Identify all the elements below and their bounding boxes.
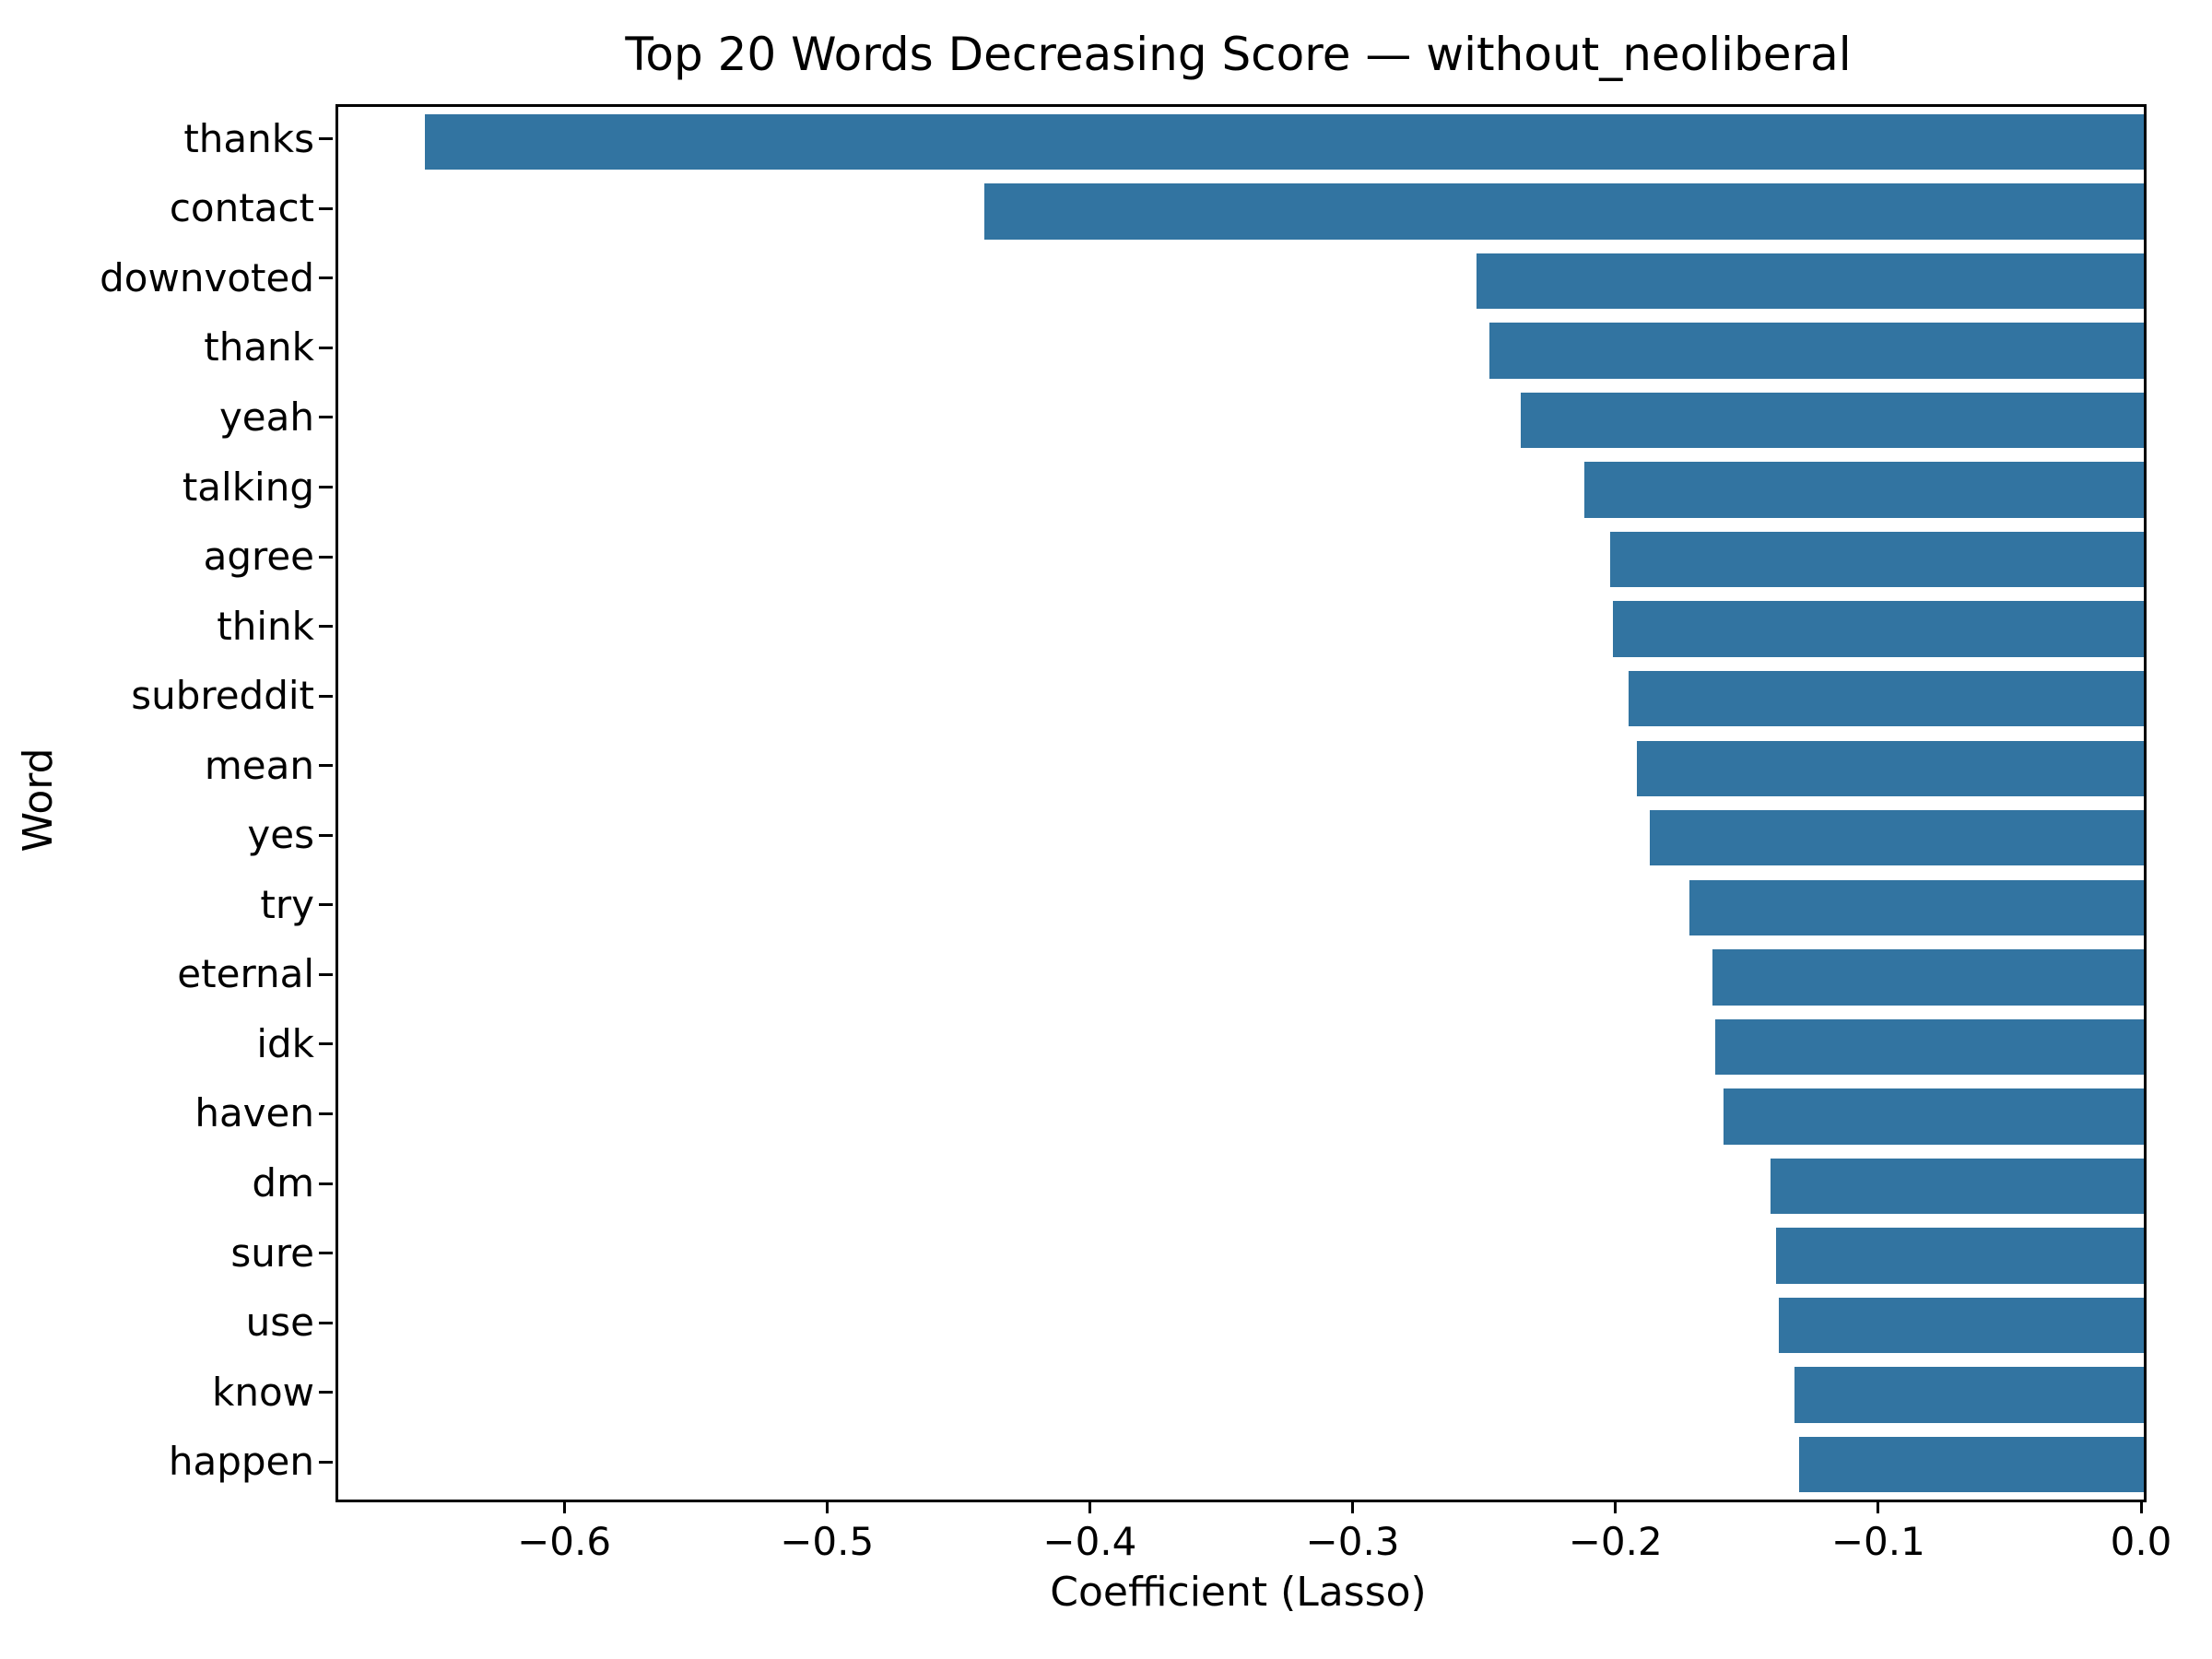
bar-happen — [1799, 1437, 2144, 1493]
x-tick-mark — [1877, 1500, 1880, 1513]
y-tick-mark — [319, 1252, 333, 1255]
bar-mean — [1636, 740, 2144, 796]
x-tick-mark — [825, 1500, 829, 1513]
y-tick-mark — [319, 1042, 333, 1046]
x-tick-label-−0.5: −0.5 — [780, 1519, 875, 1564]
bar-talking — [1583, 462, 2144, 518]
y-tick-label-happen: happen — [168, 1439, 314, 1485]
y-tick-mark — [319, 416, 333, 419]
y-tick-mark — [319, 694, 333, 698]
bar-sure — [1775, 1228, 2144, 1284]
bar-thank — [1488, 323, 2144, 379]
bar-downvoted — [1476, 253, 2144, 310]
y-tick-label-sure: sure — [230, 1230, 314, 1276]
y-tick-mark — [319, 764, 333, 768]
y-tick-mark — [319, 903, 333, 907]
y-tick-mark — [319, 346, 333, 349]
y-tick-mark — [319, 1391, 333, 1394]
y-tick-mark — [319, 486, 333, 489]
x-tick-label-0.0: 0.0 — [2110, 1519, 2172, 1564]
x-tick-mark — [562, 1500, 566, 1513]
x-tick-mark — [2139, 1500, 2143, 1513]
x-axis-label: Coefficient (Lasso) — [1050, 1569, 1427, 1616]
y-tick-label-dm: dm — [252, 1160, 314, 1206]
bar-idk — [1715, 1018, 2144, 1076]
x-tick-mark — [1614, 1500, 1618, 1513]
y-tick-label-yeah: yeah — [218, 394, 314, 440]
y-tick-label-mean: mean — [204, 742, 314, 788]
y-tick-mark — [319, 625, 333, 629]
y-tick-mark — [319, 137, 333, 141]
y-tick-label-thank: thank — [204, 324, 314, 371]
y-tick-label-talking: talking — [182, 464, 314, 510]
x-tick-mark — [1088, 1500, 1091, 1513]
y-tick-label-use: use — [245, 1300, 314, 1346]
bar-think — [1613, 601, 2144, 657]
y-tick-mark — [319, 555, 333, 559]
chart-title: Top 20 Words Decreasing Score — without_… — [625, 28, 1852, 81]
x-tick-mark — [1351, 1500, 1355, 1513]
bar-try — [1688, 879, 2144, 936]
y-tick-label-try: try — [260, 881, 314, 927]
y-tick-label-know: know — [212, 1369, 314, 1415]
y-tick-label-subreddit: subreddit — [131, 673, 314, 719]
y-tick-label-downvoted: downvoted — [100, 254, 314, 300]
x-tick-label-−0.6: −0.6 — [517, 1519, 612, 1564]
bar-subreddit — [1629, 670, 2144, 727]
y-tick-label-eternal: eternal — [177, 951, 314, 997]
y-tick-mark — [319, 206, 333, 210]
y-axis-label: Word — [15, 747, 62, 853]
bar-agree — [1610, 531, 2144, 588]
bar-yes — [1649, 810, 2144, 866]
bar-yeah — [1521, 392, 2144, 449]
bar-haven — [1723, 1088, 2144, 1145]
y-tick-label-thanks: thanks — [183, 115, 314, 161]
x-tick-label-−0.2: −0.2 — [1568, 1519, 1663, 1564]
plot-area — [335, 104, 2147, 1502]
y-tick-mark — [319, 1182, 333, 1185]
y-tick-mark — [319, 833, 333, 837]
x-tick-label-−0.1: −0.1 — [1830, 1519, 1925, 1564]
y-tick-label-contact: contact — [169, 185, 314, 231]
bar-contact — [984, 183, 2144, 240]
y-tick-mark — [319, 1321, 333, 1324]
y-tick-mark — [319, 276, 333, 280]
y-tick-label-haven: haven — [194, 1090, 314, 1136]
bar-use — [1778, 1297, 2144, 1354]
y-tick-label-idk: idk — [256, 1020, 314, 1066]
y-tick-label-agree: agree — [203, 534, 314, 580]
y-tick-label-think: think — [217, 603, 314, 649]
y-tick-mark — [319, 1460, 333, 1464]
x-tick-label-−0.4: −0.4 — [1042, 1519, 1137, 1564]
bar-know — [1794, 1367, 2144, 1423]
bar-eternal — [1712, 949, 2144, 1006]
x-tick-label-−0.3: −0.3 — [1305, 1519, 1400, 1564]
bar-dm — [1771, 1158, 2144, 1215]
y-tick-mark — [319, 1112, 333, 1115]
y-tick-mark — [319, 972, 333, 976]
bar-thanks — [425, 113, 2144, 170]
y-tick-label-yes: yes — [247, 812, 314, 858]
